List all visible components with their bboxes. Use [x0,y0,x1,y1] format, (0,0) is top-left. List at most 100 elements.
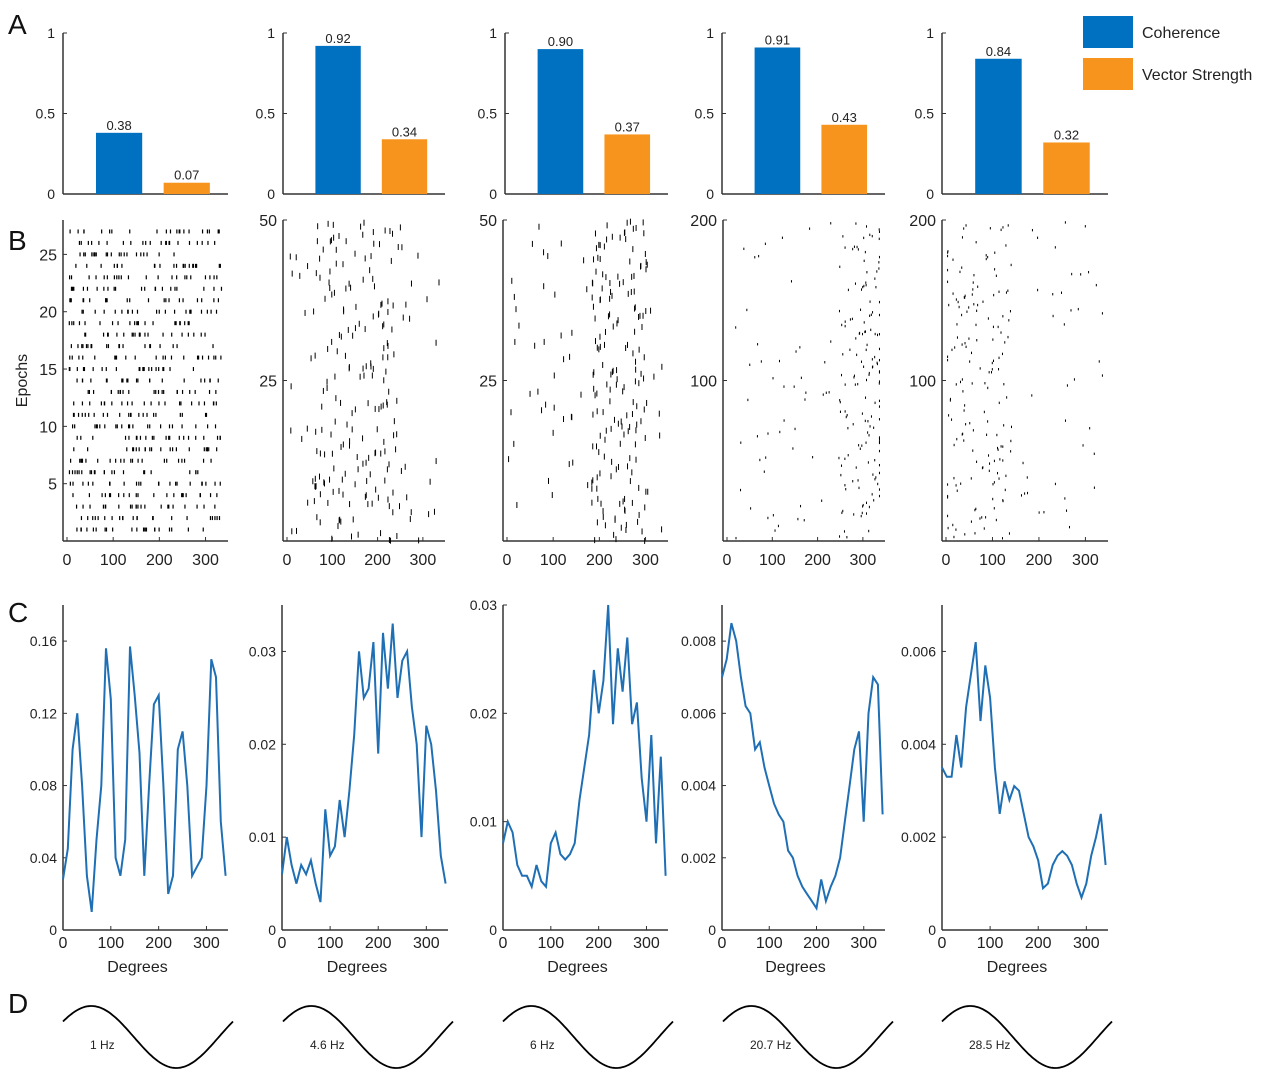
series-line [62,646,227,913]
line-chart-3: 0 100 200 300 0 0.01 0.02 0.03 Degrees [470,597,668,976]
frequency-label: 4.6 Hz [310,1038,345,1052]
x-tick-label: 200 [1025,935,1052,952]
sine-wave-1: 1 Hz [62,1005,234,1069]
bar-value-label: 0.84 [986,44,1011,59]
series-line [941,641,1107,901]
x-tick-label: 300 [193,935,220,952]
bar-vector-strength [381,139,428,194]
y-tick-label: 0.02 [249,736,276,752]
x-axis-label: Degrees [987,959,1047,976]
y-tick-label: 0.03 [470,597,497,613]
x-tick-label: 200 [586,552,613,569]
raster-spikes [735,222,880,540]
panel-label-b: B [8,225,27,256]
y-tick-label: 50 [259,213,277,230]
raster-spikes [289,219,440,544]
y-tick-label: 100 [690,374,717,391]
y-tick-label: 200 [909,213,936,230]
bar-value-label: 0.90 [548,34,573,49]
x-tick-label: 300 [410,552,437,569]
x-tick-label: 0 [942,552,951,569]
x-tick-label: 100 [979,552,1006,569]
y-tick-label: 0 [708,922,716,938]
x-tick-label: 200 [365,935,392,952]
y-tick-label: 100 [909,374,936,391]
x-tick-label: 0 [723,552,732,569]
y-tick-label: 0.01 [249,829,276,845]
x-tick-label: 100 [756,935,783,952]
raster-plot-3: 0 100 200 300 25 50 [479,213,668,569]
y-tick-label: 0.02 [470,705,497,721]
sine-wave-3: 6 Hz [502,1005,674,1069]
y-tick-label: 0.16 [30,633,57,649]
x-tick-label: 300 [1073,935,1100,952]
line-chart-2: 0 100 200 300 0 0.01 0.02 0.03 Degrees [249,605,448,976]
x-tick-label: 0 [938,935,947,952]
y-tick-label: 0 [928,922,936,938]
sine-wave-path [722,1005,894,1069]
bar-chart-2: 0 0.5 1 0.92 0.34 [256,25,445,202]
x-tick-label: 200 [146,552,173,569]
x-tick-label: 300 [850,935,877,952]
sine-wave-path [941,1005,1113,1069]
y-tick-label: 25 [39,247,57,264]
series-line [502,604,667,890]
x-tick-label: 200 [145,935,172,952]
panel-label-a: A [8,9,27,40]
raster-spikes [508,218,663,544]
x-tick-label: 100 [540,552,567,569]
line-chart-1: 0 100 200 300 0 0.04 0.08 0.12 0.16 Degrees [30,605,228,976]
x-tick-label: 0 [283,552,292,569]
bar-vector-strength [821,124,868,194]
bar-value-label: 0.43 [832,110,857,125]
x-axis-label: Degrees [107,959,167,976]
y-tick-label: 0.006 [681,705,716,721]
bar-value-label: 0.37 [615,119,640,134]
y-tick-label: 1 [47,25,55,41]
y-tick-label: 25 [259,374,277,391]
sine-wave-path [62,1005,234,1069]
line-chart-4: 0 100 200 300 0 0.002 0.004 0.006 0.008 Degrees [681,605,885,976]
y-tick-label: 0 [267,186,275,202]
x-tick-label: 100 [977,935,1004,952]
frequency-label: 28.5 Hz [969,1038,1010,1052]
y-tick-label: 0 [706,186,714,202]
sine-wave-4: 20.7 Hz [722,1005,894,1069]
x-tick-label: 300 [633,935,660,952]
x-axis-label: Degrees [547,959,607,976]
x-tick-label: 100 [97,935,124,952]
bar-coherence [975,58,1022,195]
x-tick-label: 300 [850,552,877,569]
bar-chart-5: 0 0.5 1 0.84 0.32 [915,25,1108,202]
x-tick-label: 100 [100,552,127,569]
y-tick-label: 0.5 [478,106,498,122]
y-tick-label: 0.002 [681,850,716,866]
raster-spikes [68,229,223,532]
bar-value-label: 0.07 [174,168,199,183]
bar-coherence [537,49,584,194]
frequency-label: 1 Hz [90,1038,115,1052]
y-tick-label: 0.01 [470,814,497,830]
x-tick-label: 300 [1072,552,1099,569]
x-tick-label: 100 [537,935,564,952]
x-axis-label: Degrees [327,959,387,976]
y-tick-label: 0 [489,922,497,938]
y-tick-label: 0.002 [901,829,936,845]
y-tick-label: 1 [489,25,497,41]
legend: Coherence Vector Strength [1083,16,1252,90]
x-tick-label: 0 [59,935,68,952]
x-tick-label: 100 [319,552,346,569]
y-tick-label: 15 [39,362,57,379]
series-line [281,623,447,903]
y-tick-label: 0 [489,186,497,202]
y-tick-label: 25 [479,374,497,391]
panel-label-c: C [8,597,28,628]
bar-value-label: 0.34 [392,124,417,139]
x-tick-label: 200 [803,935,830,952]
bar-chart-4: 0 0.5 1 0.91 0.43 [695,25,885,202]
legend-swatch-coherence [1083,16,1133,48]
sine-wave-5: 28.5 Hz [941,1005,1113,1069]
bar-chart-1: 0 0.5 1 0.38 0.07 [36,25,228,202]
y-tick-label: 0.008 [681,633,716,649]
